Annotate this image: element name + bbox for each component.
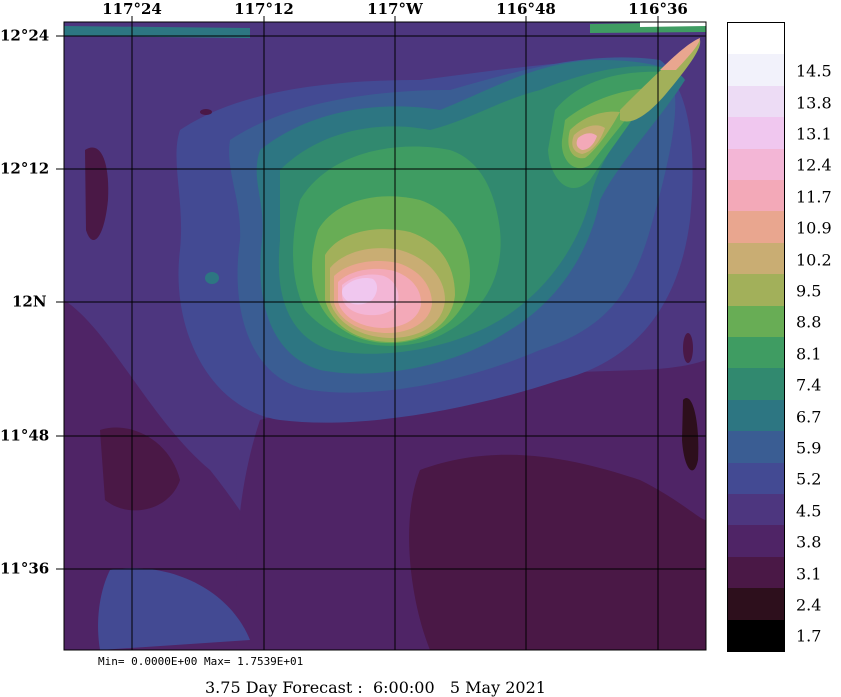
- legend-swatch: [728, 274, 784, 307]
- lat-label-12-24: 12°24: [0, 26, 50, 45]
- lat-label-11-48: 11°48: [0, 426, 50, 445]
- min-max-stats: Min= 0.0000E+00 Max= 1.7539E+01: [98, 655, 304, 668]
- legend-label: 4.5: [796, 501, 822, 521]
- legend-swatch: [728, 305, 784, 338]
- legend-swatch: [728, 368, 784, 401]
- legend-swatch: [728, 556, 784, 589]
- legend-swatch: [728, 117, 784, 150]
- legend-swatch: [728, 399, 784, 432]
- legend-label: 5.2: [796, 469, 822, 489]
- legend-label: 7.4: [796, 375, 822, 395]
- field-band-top-edge: [64, 26, 250, 38]
- legend-label: 12.4: [796, 155, 832, 175]
- legend-swatch: [728, 337, 784, 369]
- legend-swatch: [728, 588, 784, 621]
- lon-label-117w: 117°W: [367, 0, 423, 18]
- legend-swatch: [728, 525, 784, 558]
- legend-label: 3.1: [796, 564, 822, 583]
- legend-label: 3.8: [796, 532, 822, 552]
- legend-label: 1.7: [796, 626, 822, 646]
- legend-swatch: [728, 54, 784, 87]
- legend-label: 13.1: [796, 124, 832, 144]
- field-streak-northeast-core: [660, 38, 700, 70]
- color-legend: [727, 22, 785, 652]
- legend-label: 8.8: [796, 312, 822, 332]
- legend-swatch: [728, 211, 784, 244]
- legend-swatch: [728, 148, 784, 181]
- map-frame: [63, 21, 707, 651]
- field-spot-2: [683, 333, 693, 363]
- field-band-4-5-southwest: [98, 568, 250, 650]
- field-band-3-1-strip: [85, 147, 109, 240]
- legend-swatch: [728, 462, 784, 495]
- legend-swatch: [728, 494, 784, 526]
- legend-label: 13.8: [796, 93, 832, 112]
- field-band-13-1: [342, 278, 378, 305]
- legend-label: 8.1: [796, 344, 822, 364]
- field-band-2-4-edge: [682, 398, 699, 471]
- legend-label: 11.7: [796, 187, 832, 207]
- lat-lon-grid: [64, 22, 706, 650]
- lat-label-12n: 12N: [12, 292, 47, 311]
- field-spot-1: [205, 272, 219, 284]
- field-band-3-1-west: [100, 427, 180, 511]
- legend-swatch: [728, 431, 784, 464]
- legend-label: 6.7: [796, 407, 822, 426]
- lon-label-116-36: 116°36: [628, 0, 688, 18]
- legend-swatch: [728, 85, 784, 118]
- legend-label: 10.9: [796, 218, 832, 238]
- lon-label-117-24: 117°24: [102, 0, 162, 18]
- legend-swatch: [728, 242, 784, 275]
- axis-ticks: [56, 16, 659, 570]
- legend-swatch: [728, 23, 784, 55]
- field-band-11-7-northeast: [576, 133, 597, 150]
- legend-label: 10.2: [796, 250, 832, 269]
- lon-label-117-12: 117°12: [234, 0, 294, 18]
- legend-swatch: [728, 180, 784, 212]
- field-band-3-1-south: [409, 454, 706, 650]
- forecast-caption: 3.75 Day Forecast : 6:00:00 5 May 2021: [205, 678, 546, 697]
- legend-label: 14.5: [796, 61, 832, 81]
- legend-label: 5.9: [796, 438, 822, 458]
- lat-label-11-36: 11°36: [0, 559, 50, 578]
- field-spot-3: [200, 109, 212, 115]
- legend-swatch: [728, 619, 784, 652]
- field-band-top-edge-core: [640, 22, 706, 27]
- legend-label: 9.5: [796, 281, 822, 301]
- lon-label-116-48: 116°48: [496, 0, 556, 18]
- lat-label-12-12: 12°12: [0, 159, 50, 178]
- legend-label: 2.4: [796, 595, 822, 615]
